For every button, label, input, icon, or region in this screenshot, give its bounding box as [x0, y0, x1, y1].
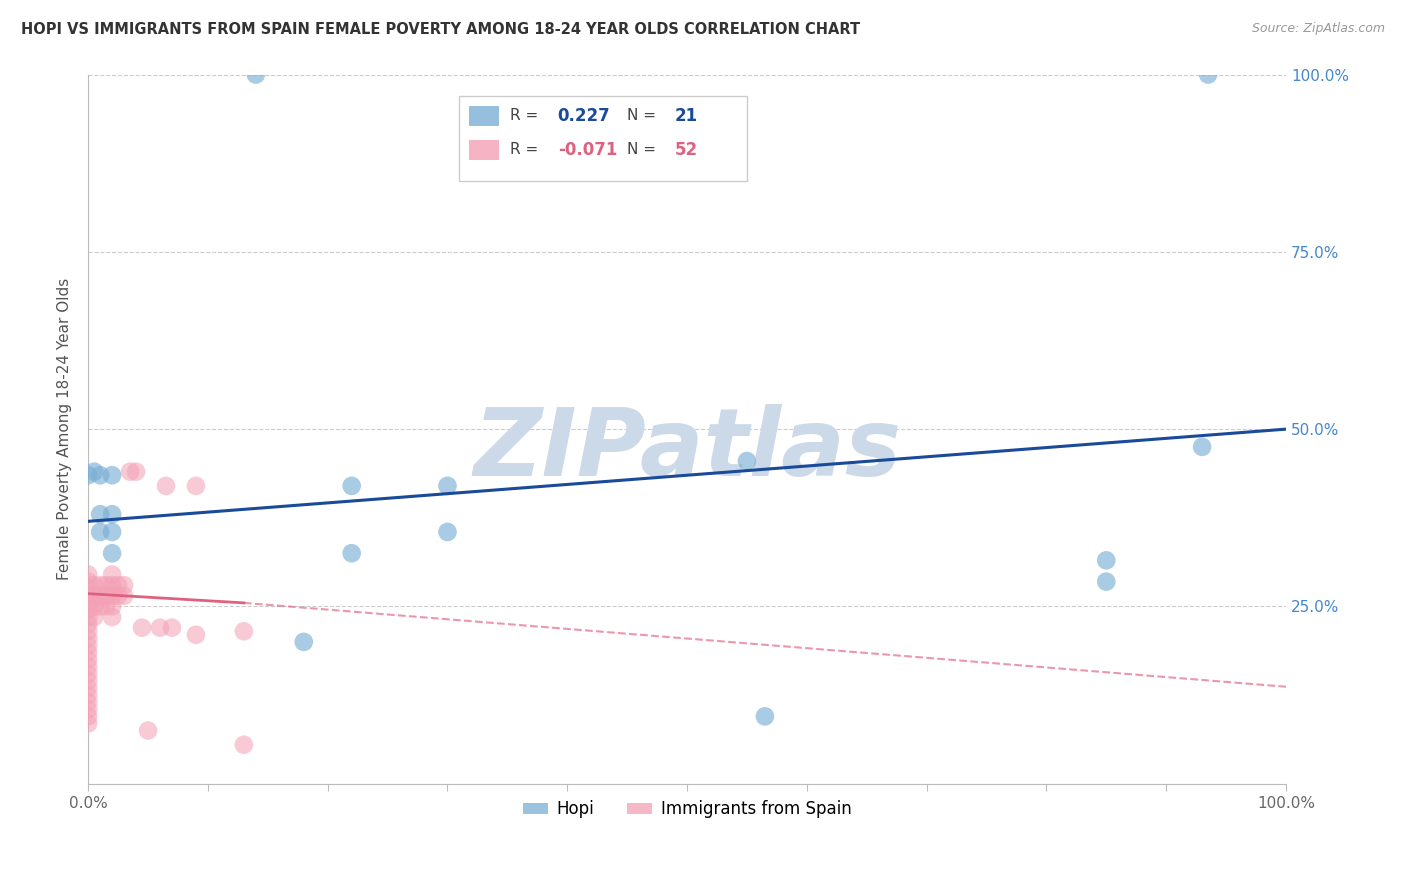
Point — [120, 465, 142, 479]
Point — [83, 465, 105, 479]
Point — [1095, 553, 1118, 567]
Point — [101, 546, 124, 560]
Point — [101, 468, 124, 483]
Point — [77, 702, 100, 716]
Point — [83, 599, 105, 614]
Point — [160, 621, 183, 635]
Point — [77, 468, 100, 483]
Point — [77, 624, 100, 639]
Point — [77, 596, 100, 610]
Point — [340, 546, 363, 560]
Point — [77, 574, 100, 589]
FancyBboxPatch shape — [460, 95, 747, 181]
Text: ZIPatlas: ZIPatlas — [472, 404, 901, 497]
Point — [77, 695, 100, 709]
Point — [340, 479, 363, 493]
Point — [77, 709, 100, 723]
Point — [77, 639, 100, 653]
Point — [94, 589, 117, 603]
Point — [94, 578, 117, 592]
Text: 21: 21 — [675, 107, 699, 125]
Point — [77, 688, 100, 702]
Point — [184, 628, 207, 642]
Point — [245, 68, 267, 82]
Point — [77, 567, 100, 582]
Point — [77, 646, 100, 660]
Point — [232, 738, 254, 752]
Point — [89, 578, 111, 592]
Text: HOPI VS IMMIGRANTS FROM SPAIN FEMALE POVERTY AMONG 18-24 YEAR OLDS CORRELATION C: HOPI VS IMMIGRANTS FROM SPAIN FEMALE POV… — [21, 22, 860, 37]
Point — [101, 567, 124, 582]
Point — [83, 589, 105, 603]
Point — [184, 479, 207, 493]
Point — [1197, 68, 1219, 82]
Point — [77, 582, 100, 596]
Text: R =: R = — [510, 108, 543, 123]
Point — [101, 524, 124, 539]
FancyBboxPatch shape — [470, 106, 499, 126]
Point — [101, 507, 124, 521]
Text: Source: ZipAtlas.com: Source: ZipAtlas.com — [1251, 22, 1385, 36]
Point — [77, 673, 100, 688]
Text: N =: N = — [627, 142, 661, 157]
Text: R =: R = — [510, 142, 543, 157]
Point — [89, 507, 111, 521]
Point — [77, 652, 100, 666]
Point — [89, 589, 111, 603]
Point — [83, 610, 105, 624]
Point — [89, 468, 111, 483]
Point — [94, 599, 117, 614]
Point — [155, 479, 177, 493]
Text: 52: 52 — [675, 141, 699, 159]
Point — [735, 454, 758, 468]
Y-axis label: Female Poverty Among 18-24 Year Olds: Female Poverty Among 18-24 Year Olds — [58, 278, 72, 581]
Point — [77, 603, 100, 617]
Point — [292, 635, 315, 649]
Point — [101, 578, 124, 592]
Point — [1095, 574, 1118, 589]
Point — [136, 723, 159, 738]
Point — [77, 589, 100, 603]
Point — [131, 621, 153, 635]
Point — [754, 709, 776, 723]
Point — [436, 479, 458, 493]
Legend: Hopi, Immigrants from Spain: Hopi, Immigrants from Spain — [516, 794, 858, 825]
Point — [436, 524, 458, 539]
Point — [149, 621, 172, 635]
Point — [77, 666, 100, 681]
Point — [77, 632, 100, 646]
FancyBboxPatch shape — [470, 140, 499, 160]
Point — [89, 524, 111, 539]
Point — [101, 610, 124, 624]
Point — [77, 610, 100, 624]
Point — [1191, 440, 1213, 454]
Point — [232, 624, 254, 639]
Point — [77, 716, 100, 731]
Point — [89, 599, 111, 614]
Point — [112, 589, 135, 603]
Point — [77, 681, 100, 695]
Point — [77, 659, 100, 673]
Point — [112, 578, 135, 592]
Text: 0.227: 0.227 — [558, 107, 610, 125]
Point — [107, 578, 129, 592]
Text: N =: N = — [627, 108, 661, 123]
Point — [125, 465, 148, 479]
Text: -0.071: -0.071 — [558, 141, 617, 159]
Point — [101, 599, 124, 614]
Point — [83, 578, 105, 592]
Point — [77, 617, 100, 632]
Point — [107, 589, 129, 603]
Point — [101, 589, 124, 603]
